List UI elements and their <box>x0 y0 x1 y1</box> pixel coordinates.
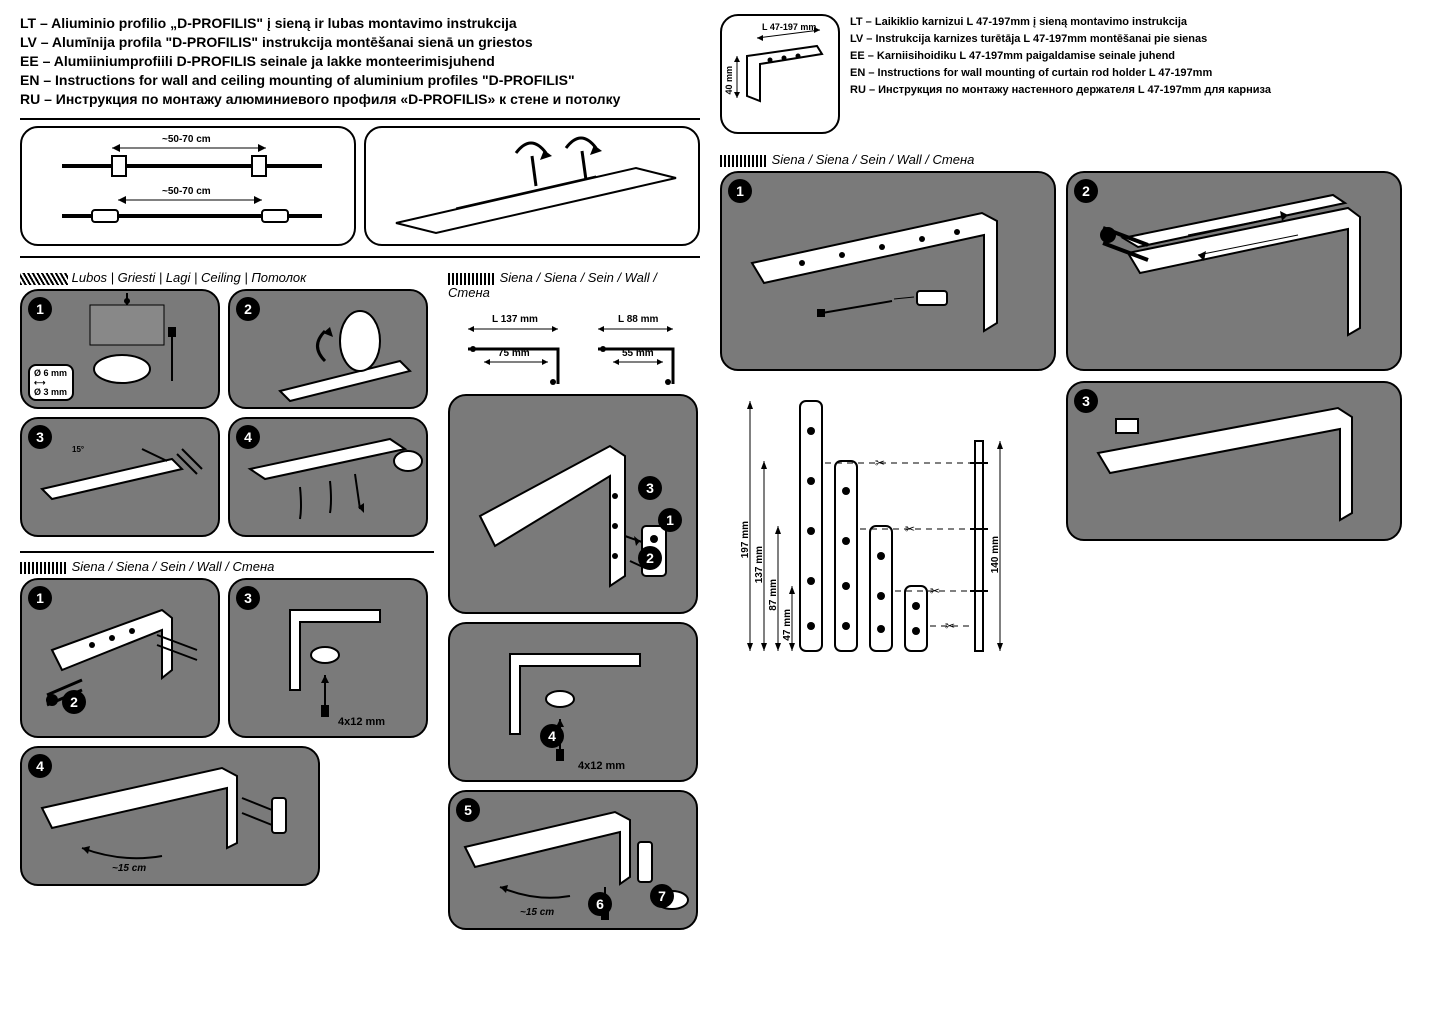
title-block: LT – Aliuminio profilio „D-PROFILIS" į s… <box>20 14 700 108</box>
divider-2 <box>20 256 700 258</box>
final-bracket <box>1068 383 1404 543</box>
step-badge: 3 <box>1074 389 1098 413</box>
wall-narrow-4: 4 4x12 mm <box>448 622 698 782</box>
height-diagram: ✂ ✂ ✂ ✂ 197 mm 137 mm 87 mm 47 mm 140 mm <box>720 381 1056 681</box>
spacing-label-2: ~50-70 cm <box>162 186 211 197</box>
h140: 140 mm <box>990 536 1001 573</box>
step-badge: 1 <box>728 179 752 203</box>
bracket-height: 40 mm <box>724 66 734 95</box>
wall-left-1: 1 2 <box>20 578 220 738</box>
connector-diagram <box>366 128 702 248</box>
wall-text: Siena / Siena / Sein / Wall / Стена <box>72 559 275 574</box>
bracket-install <box>450 396 700 616</box>
spacing-panel: ~50-70 cm ~50-70 cm <box>20 126 356 246</box>
h137: 137 mm <box>754 546 765 583</box>
wall-narrow-5: 5 6 7 ~15 cm <box>448 790 698 930</box>
title-ee: EE – Alumiiniumprofiili D-PROFILIS seina… <box>20 52 700 71</box>
spacing-row: ~50-70 cm ~50-70 cm <box>20 126 700 246</box>
long-bracket <box>722 173 1058 373</box>
hatch-icon <box>20 562 68 574</box>
offset-label-2: ~15 cm <box>520 907 554 918</box>
bracket-dims: L 137 mm 75 mm L 88 mm 55 mm <box>448 304 698 394</box>
dim-l137: L 137 mm <box>492 314 538 325</box>
final-mount <box>450 792 700 932</box>
dim-diagram <box>448 304 698 394</box>
svg-text:✂: ✂ <box>945 619 955 633</box>
screw-diagram <box>22 419 222 539</box>
cut-bracket <box>1068 173 1404 373</box>
rtitle-ru: RU – Инструкция по монтажу настенного де… <box>850 82 1420 99</box>
title-lv: LV – Alumīnija profila "D-PROFILIS" inst… <box>20 33 700 52</box>
title-ru: RU – Инструкция по монтажу алюминиевого … <box>20 90 700 109</box>
screw-label: 4x12 mm <box>338 716 385 728</box>
right-header: L 47-197 mm 40 mm LT – Laikiklio karnizu… <box>720 14 1420 134</box>
bracket-icon <box>722 16 842 136</box>
hatch-icon <box>20 273 68 285</box>
clip-diagram <box>230 291 430 411</box>
right-step-2: 2 <box>1066 171 1402 371</box>
wall-mount <box>22 748 322 888</box>
bracket-cut <box>22 580 222 740</box>
svg-text:✂: ✂ <box>875 456 885 470</box>
drill-d1: Ø 6 mm <box>34 368 68 378</box>
right-titles: LT – Laikiklio karnizui L 47-197mm į sie… <box>850 14 1420 99</box>
ceiling-grid: 1 Ø 6 mm ⟷ Ø 3 mm <box>20 289 434 537</box>
title-en: EN – Instructions for wall and ceiling m… <box>20 71 700 90</box>
height-options: ✂ ✂ ✂ ✂ <box>720 381 1056 681</box>
offset-label: ~15 cm <box>112 863 146 874</box>
drill-d2: Ø 3 mm <box>34 387 68 397</box>
dim-l88: L 88 mm <box>618 314 658 325</box>
divider <box>20 118 700 120</box>
wall-label-far: Siena / Siena / Sein / Wall / Стена <box>720 152 1420 167</box>
ceiling-step-3: 3 15° <box>20 417 220 537</box>
title-lt: LT – Aliuminio profilio „D-PROFILIS" į s… <box>20 14 700 33</box>
ceiling-step-1: 1 Ø 6 mm ⟷ Ø 3 mm <box>20 289 220 409</box>
rtitle-en: EN – Instructions for wall mounting of c… <box>850 65 1420 82</box>
screw-label-2: 4x12 mm <box>578 760 625 772</box>
spacing-label-1: ~50-70 cm <box>162 134 211 145</box>
wall-label-right: Siena / Siena / Sein / Wall / Стена <box>448 270 700 300</box>
ceiling-wall-row: Lubos | Griesti | Lagi | Ceiling | Потол… <box>20 264 700 930</box>
rtitle-ee: EE – Karniisihoidiku L 47-197mm paigalda… <box>850 48 1420 65</box>
right-row-1: 1 2 <box>720 171 1420 371</box>
rtitle-lv: LV – Instrukcija karnizes turētāja L 47-… <box>850 31 1420 48</box>
angle-label: 15° <box>72 445 84 454</box>
svg-text:✂: ✂ <box>905 522 915 536</box>
wall-left-3: 3 4x12 mm <box>228 578 428 738</box>
h47: 47 mm <box>782 609 793 641</box>
bracket-range: L 47-197 mm <box>762 22 816 32</box>
h87: 87 mm <box>768 579 779 611</box>
wall-left-4: 4 ~15 cm <box>20 746 320 886</box>
svg-text:✂: ✂ <box>930 584 940 598</box>
hook-diagram <box>230 419 430 539</box>
ceiling-step-4: 4 <box>228 417 428 537</box>
ceiling-text: Lubos | Griesti | Lagi | Ceiling | Потол… <box>72 270 307 285</box>
ceiling-step-2: 2 <box>228 289 428 409</box>
right-column: L 47-197 mm 40 mm LT – Laikiklio karnizu… <box>720 14 1420 1010</box>
h197: 197 mm <box>740 521 751 558</box>
left-column: LT – Aliuminio profilio „D-PROFILIS" į s… <box>20 14 700 1010</box>
dim-75: 75 mm <box>498 348 530 359</box>
right-step-1: 1 <box>720 171 1056 371</box>
connector-panel <box>364 126 700 246</box>
bracket-assemble <box>230 580 430 740</box>
hatch-icon <box>448 273 496 285</box>
hatch-icon <box>720 155 768 167</box>
right-row-2: ✂ ✂ ✂ ✂ 197 mm 137 mm 87 mm 47 mm 140 mm <box>720 381 1420 681</box>
wall-left-row1: 1 2 3 <box>20 578 434 738</box>
wall-label-left: Siena / Siena / Sein / Wall / Стена <box>20 559 434 574</box>
bracket-attach <box>450 624 700 784</box>
divider-3 <box>20 551 434 553</box>
ceiling-label: Lubos | Griesti | Lagi | Ceiling | Потол… <box>20 270 434 285</box>
bracket-icon-panel: L 47-197 mm 40 mm <box>720 14 840 134</box>
step-badge: 2 <box>1074 179 1098 203</box>
wall-bracket-steps: 3 1 2 <box>448 394 698 614</box>
drill-spec: Ø 6 mm ⟷ Ø 3 mm <box>28 364 74 401</box>
wall-narrow-section: Siena / Siena / Sein / Wall / Стена <box>448 264 700 930</box>
ceiling-section: Lubos | Griesti | Lagi | Ceiling | Потол… <box>20 264 434 930</box>
wall-text-3: Siena / Siena / Sein / Wall / Стена <box>772 152 975 167</box>
dim-55: 55 mm <box>622 348 654 359</box>
right-step-3: 3 <box>1066 381 1402 541</box>
rtitle-lt: LT – Laikiklio karnizui L 47-197mm į sie… <box>850 14 1420 31</box>
